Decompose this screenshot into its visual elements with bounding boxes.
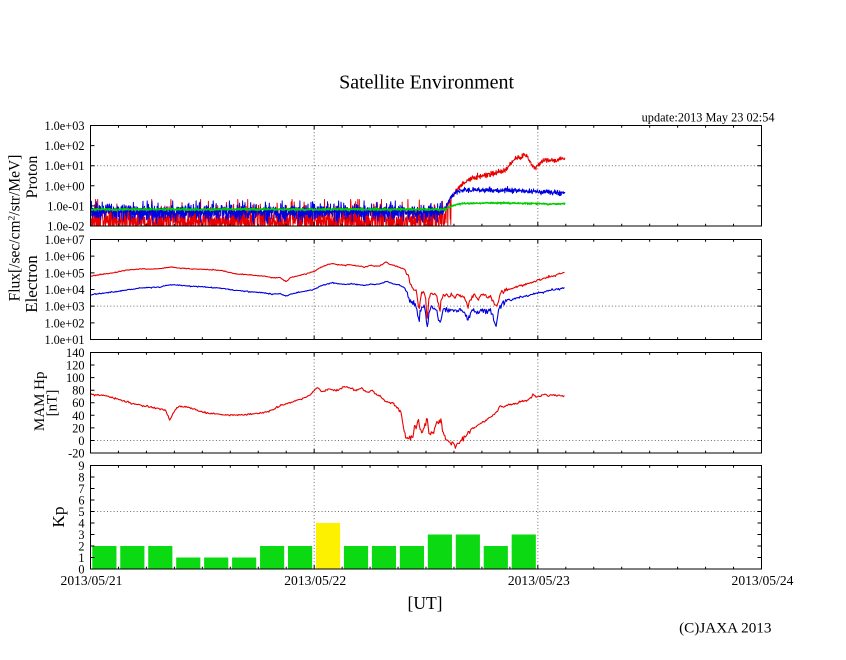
svg-text:120: 120: [66, 359, 84, 373]
svg-text:(C)JAXA 2013: (C)JAXA 2013: [679, 620, 771, 637]
svg-text:0: 0: [78, 434, 84, 448]
svg-text:9: 9: [78, 459, 84, 473]
svg-text:MAM Hp: MAM Hp: [32, 372, 48, 432]
svg-text:2013/05/23: 2013/05/23: [508, 573, 570, 588]
svg-text:1.0e+03: 1.0e+03: [44, 300, 84, 314]
svg-text:1.0e+00: 1.0e+00: [44, 179, 84, 193]
svg-text:1.0e+07: 1.0e+07: [44, 233, 84, 247]
svg-text:1.0e+01: 1.0e+01: [44, 333, 84, 347]
svg-text:1.0e+06: 1.0e+06: [44, 250, 84, 264]
svg-text:Kp: Kp: [49, 506, 68, 527]
svg-text:8: 8: [78, 471, 84, 485]
svg-text:1.0e+02: 1.0e+02: [44, 316, 84, 330]
svg-text:100: 100: [66, 371, 84, 385]
svg-text:3: 3: [78, 528, 84, 542]
svg-text:1.0e-02: 1.0e-02: [47, 220, 84, 234]
svg-text:1.0e+01: 1.0e+01: [44, 159, 84, 173]
svg-text:update:2013 May 23 02:54: update:2013 May 23 02:54: [642, 111, 775, 125]
svg-text:Flux[/sec/cm2/str/MeV]: Flux[/sec/cm2/str/MeV]: [7, 155, 24, 302]
svg-text:1.0e+04: 1.0e+04: [44, 283, 84, 297]
svg-text:1.0e-01: 1.0e-01: [47, 199, 84, 213]
svg-text:-20: -20: [68, 447, 84, 461]
svg-text:20: 20: [72, 421, 84, 435]
svg-text:80: 80: [72, 384, 84, 398]
svg-text:140: 140: [66, 346, 84, 360]
svg-text:2013/05/22: 2013/05/22: [284, 573, 346, 588]
svg-text:Satellite Environment: Satellite Environment: [339, 72, 514, 94]
svg-text:[nT]: [nT]: [45, 390, 61, 417]
svg-text:2: 2: [78, 540, 84, 554]
svg-text:[UT]: [UT]: [408, 593, 443, 613]
svg-text:60: 60: [72, 396, 84, 410]
svg-text:Proton: Proton: [24, 156, 41, 199]
svg-text:2013/05/21: 2013/05/21: [61, 573, 123, 588]
svg-text:2013/05/24: 2013/05/24: [732, 573, 794, 588]
svg-text:40: 40: [72, 409, 84, 423]
svg-text:1.0e+02: 1.0e+02: [44, 139, 84, 153]
svg-text:0: 0: [78, 563, 84, 577]
svg-text:1.0e+05: 1.0e+05: [44, 266, 84, 280]
svg-text:4: 4: [78, 517, 84, 531]
svg-text:1: 1: [78, 551, 84, 565]
svg-text:Electron: Electron: [22, 255, 41, 313]
svg-text:1.0e+03: 1.0e+03: [44, 119, 84, 133]
svg-text:6: 6: [78, 494, 84, 508]
svg-text:5: 5: [78, 505, 84, 519]
svg-text:7: 7: [78, 482, 84, 496]
